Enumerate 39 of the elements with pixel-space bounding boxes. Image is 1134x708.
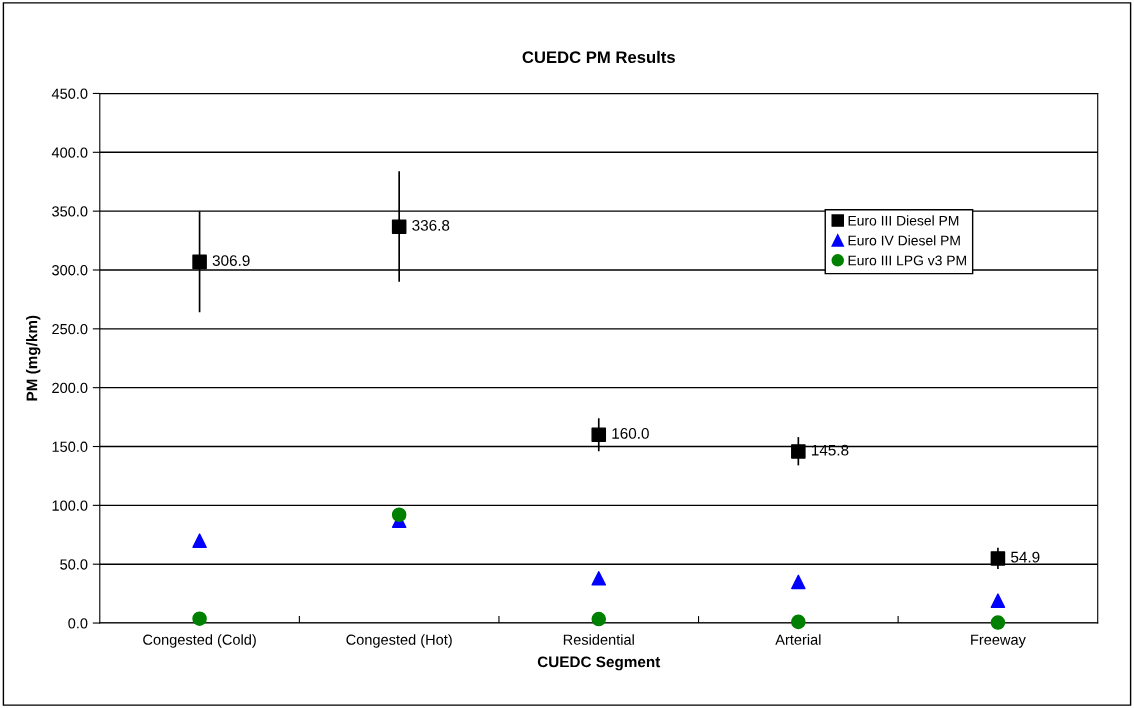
x-tick-label: Arterial [775,634,821,645]
x-axis-title: CUEDC Segment [537,656,661,671]
y-tick-label: 150.0 [52,441,88,452]
y-axis-title: PM (mg/km) [26,315,41,401]
legend-label: Euro III Diesel PM [848,215,959,226]
data-label: 336.8 [412,219,450,231]
legend-label: Euro IV Diesel PM [848,235,960,246]
point [791,614,806,630]
y-tick-label: 50.0 [60,559,88,570]
y-tick-label: 0.0 [68,618,88,629]
y-tick-label: 450.0 [51,88,88,99]
legend-label: Euro III LPG v3 PM [848,255,966,266]
point [591,427,607,443]
y-tick-label: 350.0 [52,206,88,217]
y-tick-label: 250.0 [52,323,88,335]
point [791,574,806,590]
y-tick-label: 200.0 [52,382,88,394]
point [990,551,1006,566]
point [591,571,607,586]
x-tick-label: Freeway [971,634,1026,648]
x-tick-label: Residential [563,634,634,645]
chart-title: CUEDC PM Results [522,50,675,64]
data-label: 160.0 [612,428,649,439]
point [990,615,1006,630]
point [990,593,1006,608]
x-tick-label: Congested (Hot) [346,634,452,648]
y-tick-label: 300.0 [52,265,88,276]
y-tick-label: 100.0 [52,500,88,511]
point [391,219,407,234]
point [192,254,207,270]
point [391,507,407,523]
y-tick-label: 400.0 [51,147,88,158]
data-label: 306.9 [212,255,250,266]
x-tick-label: Congested (Cold) [143,634,256,648]
point [192,533,207,548]
point [791,444,806,459]
point [192,611,207,626]
data-label: 54.9 [1011,551,1040,563]
point [591,611,607,627]
